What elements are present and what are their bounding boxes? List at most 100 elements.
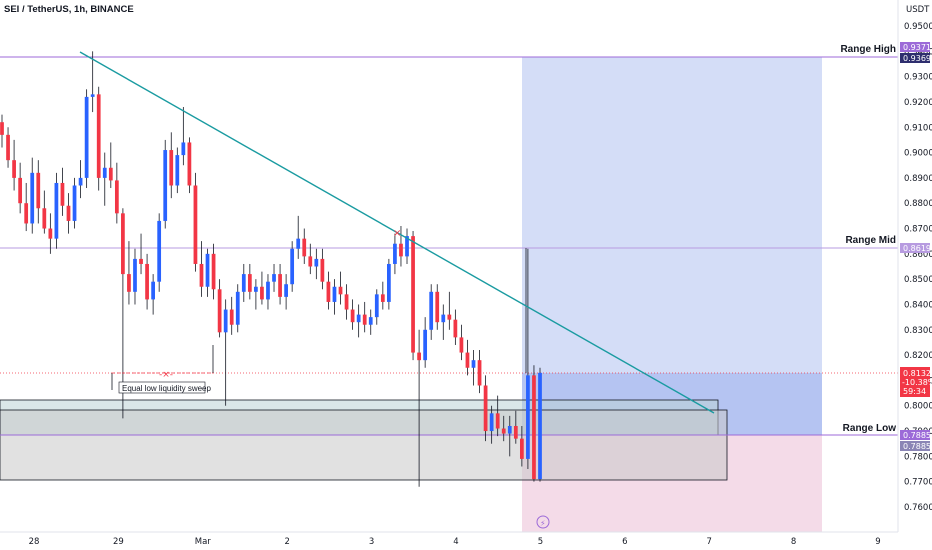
price-tick-label: 0.8300 — [904, 326, 932, 336]
candle-body — [380, 294, 385, 302]
svg-text:-10.38%: -10.38% — [902, 378, 932, 387]
candle-body — [157, 220, 162, 282]
candle-body — [175, 155, 180, 186]
candle-body — [417, 352, 421, 361]
candle-body — [127, 274, 131, 292]
candle-body — [411, 236, 415, 353]
svg-text:0.9369: 0.9369 — [903, 54, 931, 63]
long-position-target-zone[interactable] — [522, 57, 822, 373]
candle-body — [538, 372, 542, 480]
candle-body — [24, 203, 29, 224]
candle-body — [12, 160, 16, 178]
candle-body — [453, 319, 458, 338]
candle-body — [296, 238, 301, 249]
candle-body — [66, 205, 71, 221]
candle-body — [169, 150, 174, 186]
time-tick-label: 8 — [791, 537, 796, 547]
candle-body — [247, 274, 252, 292]
candle-body — [489, 413, 494, 432]
candle-body — [284, 284, 288, 297]
candle-body — [495, 413, 500, 429]
annotation-box[interactable] — [118, 381, 206, 394]
lightning-icon: ⚡ — [540, 519, 546, 528]
price-tick-label: 0.8500 — [904, 275, 932, 285]
price-tick-label: 0.8800 — [904, 199, 932, 209]
candle-body — [199, 263, 204, 287]
price-tick-label: 0.9400 — [904, 47, 932, 57]
candle-body — [362, 314, 367, 325]
replay-marker-icon[interactable] — [536, 515, 550, 529]
price-tick-label: 0.7700 — [904, 478, 932, 488]
price-tick-label: 0.8400 — [904, 300, 932, 310]
time-tick-label: 5 — [538, 537, 543, 547]
current-price-tag: 0.8132 -10.38% 59:34 — [900, 367, 932, 397]
candle-body — [139, 258, 143, 264]
candle-body — [447, 314, 452, 320]
candle-body — [290, 248, 295, 285]
candle-body — [272, 274, 276, 282]
svg-text:59:34: 59:34 — [903, 387, 926, 396]
svg-text:0.7885: 0.7885 — [903, 442, 931, 451]
candle-body — [477, 360, 482, 386]
candle-body — [235, 291, 240, 325]
candle-body — [513, 425, 518, 439]
candle-body — [6, 134, 10, 161]
candle-body — [48, 228, 53, 239]
range-mid-label: Range Mid — [845, 235, 896, 246]
candle-body — [114, 180, 119, 214]
candle-body — [102, 167, 107, 178]
candle-body — [423, 329, 428, 361]
candle-body — [465, 352, 470, 368]
candle-body — [393, 243, 397, 264]
svg-text:0.7885: 0.7885 — [903, 431, 931, 440]
candle-body — [344, 294, 349, 310]
time-tick-label: 6 — [622, 537, 627, 547]
candle-body — [526, 375, 530, 459]
candle-body — [519, 438, 524, 459]
candle-body — [356, 314, 361, 323]
candle-body — [374, 294, 379, 318]
candle-body — [254, 286, 258, 292]
candle-body — [78, 177, 83, 186]
price-tick-label: 0.8200 — [904, 351, 932, 361]
candle-body — [72, 185, 77, 221]
candle-body — [320, 258, 325, 282]
candle-body — [501, 428, 506, 434]
time-tick-label: 28 — [29, 537, 40, 547]
candle-body — [30, 172, 35, 224]
time-tick-label: 9 — [875, 537, 880, 547]
candle-body — [18, 177, 23, 204]
candle-body — [332, 286, 337, 302]
svg-text:0.9371: 0.9371 — [903, 43, 931, 52]
candle-body — [217, 289, 222, 333]
candle-body — [187, 142, 192, 186]
candle-body — [405, 236, 409, 257]
price-tick-label: 0.9000 — [904, 149, 932, 159]
candle-body — [483, 385, 488, 432]
candle-body — [60, 182, 65, 206]
candle-body — [90, 94, 95, 97]
candle-body — [314, 258, 319, 267]
candle-body — [121, 213, 125, 275]
candle-body — [532, 375, 536, 480]
symbol-title[interactable]: SEI / TetherUS, 1h, BINANCE — [4, 4, 134, 15]
demand-zone-lower[interactable] — [0, 409, 728, 481]
price-tick-label: 0.8900 — [904, 174, 932, 184]
time-axis-ticks: 28 29 Mar 2 3 4 5 6 7 8 9 — [29, 537, 881, 547]
candle-body — [108, 167, 113, 181]
candle-body — [266, 281, 270, 300]
candle-body — [223, 309, 228, 333]
candle-body — [145, 263, 149, 300]
candle-body — [36, 172, 41, 209]
downtrend-line[interactable] — [79, 51, 715, 414]
annotation-text: Equal low liquidity sweep — [122, 384, 211, 393]
time-tick-label: 29 — [113, 537, 124, 547]
candle-body — [326, 281, 331, 302]
candle-body — [507, 425, 512, 434]
candle-body — [441, 314, 446, 323]
candle-body — [163, 150, 168, 221]
candle-body — [211, 253, 216, 290]
range-high-price-tag: 0.9371 0.9369 — [900, 42, 931, 63]
time-tick-label: 4 — [453, 537, 458, 547]
